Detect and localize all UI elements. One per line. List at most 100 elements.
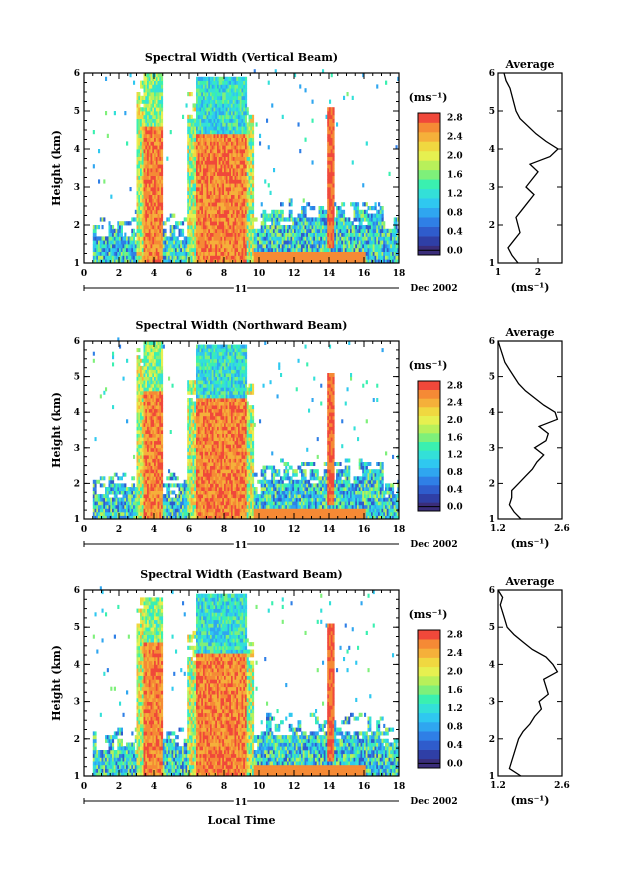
heatmap-cell <box>236 247 239 252</box>
heatmap-cell <box>148 183 151 188</box>
heatmap-cell <box>113 483 116 488</box>
heatmap-cell <box>155 209 158 214</box>
heatmap-cell <box>350 240 353 245</box>
heatmap-cell <box>124 255 127 260</box>
heatmap-cell <box>238 130 241 135</box>
heatmap-cell <box>136 225 139 230</box>
heatmap-cell <box>210 160 213 165</box>
heatmap-cell <box>161 95 164 100</box>
heatmap-cell <box>213 228 216 233</box>
heatmap-cell <box>110 479 113 484</box>
heatmap-cell <box>371 225 374 230</box>
heatmap-cell <box>239 126 242 131</box>
heatmap-cell <box>147 398 150 402</box>
heatmap-cell <box>136 408 139 413</box>
heatmap-cell <box>248 141 251 146</box>
heatmap-cell <box>136 126 139 131</box>
heatmap-cell <box>351 236 354 241</box>
heatmap-cell <box>327 247 330 252</box>
heatmap-cell <box>138 387 141 392</box>
heatmap-cell <box>343 259 346 264</box>
heatmap-cell <box>225 80 228 85</box>
heatmap-cell <box>360 209 363 214</box>
heatmap-cell <box>197 228 200 233</box>
heatmap-cell <box>236 202 239 207</box>
heatmap-cell <box>194 156 197 161</box>
heatmap-cell <box>94 494 97 499</box>
heatmap-cell <box>166 236 169 241</box>
heatmap-cell <box>143 419 146 424</box>
heatmap-cell <box>327 126 330 131</box>
heatmap-cell <box>105 255 108 260</box>
heatmap-cell <box>157 156 160 161</box>
heatmap-cell <box>140 107 143 112</box>
heatmap-cell <box>178 221 181 226</box>
heatmap-cell <box>206 103 209 108</box>
heatmap-cell <box>385 240 388 245</box>
heatmap-cell <box>190 190 193 195</box>
heatmap-cell <box>141 217 144 222</box>
heatmap-cell <box>150 171 153 176</box>
heatmap-cell <box>159 255 162 260</box>
heatmap-cell <box>278 259 281 264</box>
heatmap-cell <box>211 160 214 165</box>
heatmap-cell <box>220 251 223 256</box>
heatmap-cell <box>196 168 199 173</box>
heatmap-cell <box>152 221 155 226</box>
heatmap-cell <box>239 198 242 203</box>
heatmap-cell <box>140 494 143 499</box>
heatmap-cell <box>259 240 262 245</box>
heatmap-cell <box>196 228 199 233</box>
heatmap-cell <box>94 508 97 513</box>
heatmap-cell <box>325 259 328 264</box>
heatmap-cell <box>351 251 354 256</box>
heatmap-cell <box>155 92 158 97</box>
heatmap-cell <box>222 236 225 241</box>
heatmap-cell <box>133 490 136 495</box>
heatmap-cell <box>362 183 365 188</box>
heatmap-cell <box>147 149 150 154</box>
heatmap-cell <box>117 515 120 520</box>
heatmap-cell <box>255 251 258 256</box>
heatmap-cell <box>138 497 141 502</box>
heatmap-cell <box>141 422 144 427</box>
heatmap-cell <box>199 175 202 180</box>
heatmap-cell <box>136 221 139 226</box>
heatmap-cell <box>313 206 316 211</box>
heatmap-cell <box>341 209 344 214</box>
heatmap-cell <box>264 240 267 245</box>
heatmap-cell <box>236 209 239 214</box>
heatmap-cell <box>194 217 197 222</box>
heatmap-cell <box>215 232 218 237</box>
heatmap-cell <box>189 244 192 249</box>
heatmap-cell <box>262 213 265 218</box>
heatmap-cell <box>136 497 139 502</box>
heatmap-cell <box>197 84 200 89</box>
heatmap-cell <box>232 88 235 93</box>
heatmap-cell <box>141 454 144 459</box>
heatmap-cell <box>364 251 367 256</box>
heatmap-cell <box>315 244 318 249</box>
heatmap-cell <box>322 259 325 264</box>
heatmap-cell <box>206 240 209 245</box>
heatmap-cell <box>351 247 354 252</box>
heatmap-cell <box>280 202 283 207</box>
heatmap-cell <box>117 244 120 249</box>
heatmap-cell <box>145 168 148 173</box>
heatmap-cell <box>168 259 171 264</box>
heatmap-cell <box>159 168 162 173</box>
heatmap-cell <box>145 440 148 445</box>
heatmap-cell <box>250 236 253 241</box>
heatmap-cell <box>133 259 136 264</box>
heatmap-cell <box>141 415 144 420</box>
heatmap-cell <box>306 255 309 260</box>
heatmap-cell <box>208 228 211 233</box>
heatmap-cell <box>259 244 262 249</box>
heatmap-cell <box>145 149 148 154</box>
heatmap-cell <box>203 88 206 93</box>
heatmap-cell <box>194 202 197 207</box>
heatmap-cell <box>203 236 206 241</box>
heatmap-cell <box>239 175 242 180</box>
heatmap-cell <box>190 202 193 207</box>
heatmap-cell <box>232 76 235 81</box>
